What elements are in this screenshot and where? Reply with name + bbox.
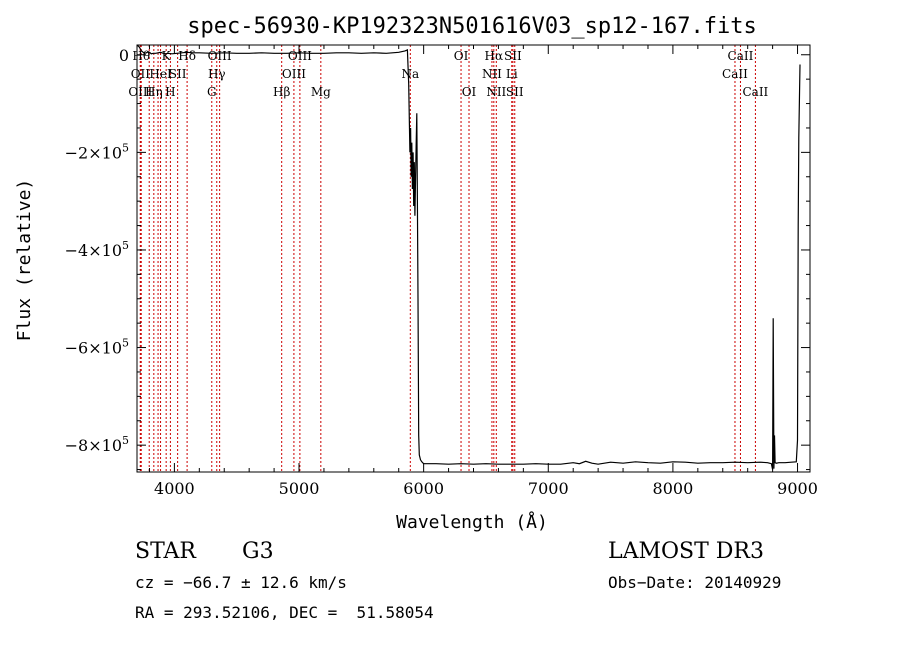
x-tick-label: 7000: [528, 479, 569, 498]
y-tick-label: −2×105: [65, 141, 129, 162]
x-tick-label: 5000: [279, 479, 320, 498]
line-marker-label: OIII: [282, 67, 306, 81]
line-marker-label: OI: [462, 85, 477, 99]
x-tick-label: 8000: [653, 479, 694, 498]
y-axis-label: Flux (relative): [14, 179, 35, 342]
line-marker-label: HeI: [149, 67, 172, 81]
spectrum-line: [136, 44, 801, 470]
plot-frame: [136, 44, 811, 473]
line-marker-label: SII: [504, 49, 522, 63]
y-tick-label: 0: [119, 46, 129, 65]
line-markers: [139, 45, 756, 472]
observation-date: Obs−Date: 20140929: [608, 573, 782, 592]
x-axis: 4000 5000 6000 7000 8000 9000: [148, 45, 818, 498]
line-marker-labels: HθOIIOIIIHηHeIKHSIIHδGHγOIIIHβOIIIOIIIMg…: [128, 49, 768, 99]
line-marker-label: Hβ: [273, 85, 290, 99]
spectrum-series: [136, 44, 801, 470]
line-marker-label: G: [207, 85, 217, 99]
line-marker-label: Hα: [485, 49, 504, 63]
line-marker-label: SII: [169, 67, 187, 81]
y-tick-label: −6×105: [65, 337, 129, 358]
object-class: STAR: [135, 539, 196, 564]
line-marker-label: CaII: [742, 85, 768, 99]
line-marker-label: OIII: [288, 49, 312, 63]
x-tick-label: 4000: [154, 479, 195, 498]
line-marker-label: OIII: [128, 85, 152, 99]
line-marker-label: Li: [506, 67, 518, 81]
x-tick-label: 6000: [403, 479, 444, 498]
line-marker-label: OIII: [208, 49, 232, 63]
line-marker-label: OII: [131, 67, 151, 81]
line-marker-label: CaII: [728, 49, 754, 63]
y-tick-label: −4×105: [65, 239, 129, 260]
ra-dec: RA = 293.52106, DEC = 51.58054: [135, 603, 434, 622]
x-axis-label: Wavelength (Å): [396, 511, 548, 533]
line-marker-label: NII: [482, 67, 502, 81]
x-tick-label: 9000: [777, 479, 818, 498]
line-marker-label: Hδ: [178, 49, 196, 63]
line-marker-label: Mg: [311, 85, 331, 99]
y-axis: 0 −2×105 −4×105 −6×105 −8×105: [65, 46, 810, 471]
y-tick-label: −8×105: [65, 434, 129, 455]
survey-name: LAMOST DR3: [608, 539, 764, 564]
line-marker-label: OI: [454, 49, 469, 63]
redshift-cz: cz = −66.7 ± 12.6 km/s: [135, 573, 347, 592]
line-marker-label: Na: [401, 67, 419, 81]
chart-title: spec-56930-KP192323N501616V03_sp12-167.f…: [187, 14, 757, 39]
line-marker-label: CaII: [722, 67, 748, 81]
line-marker-label: H: [165, 85, 175, 99]
line-marker-label: Hγ: [208, 67, 226, 81]
line-marker-label: K: [162, 49, 172, 63]
line-marker-label: NII: [486, 85, 506, 99]
object-subclass: G3: [242, 539, 274, 564]
line-marker-label: Hη: [145, 85, 163, 99]
line-marker-label: SII: [506, 85, 524, 99]
